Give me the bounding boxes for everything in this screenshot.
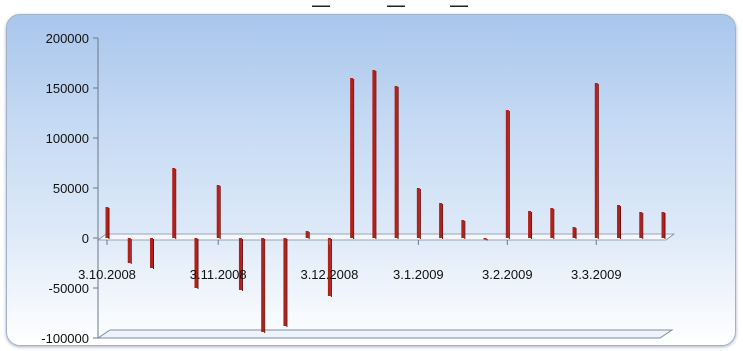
bar bbox=[528, 211, 532, 238]
bar bbox=[439, 203, 443, 238]
bar bbox=[238, 238, 242, 290]
bar-shadow bbox=[464, 221, 466, 239]
bar bbox=[661, 212, 665, 238]
bar-shadow bbox=[397, 87, 399, 239]
bar bbox=[394, 86, 398, 238]
bar-shadow bbox=[419, 189, 421, 239]
bar-shadow bbox=[620, 206, 622, 239]
x-tick-label: 3.11.2008 bbox=[190, 267, 247, 282]
bar bbox=[350, 78, 354, 238]
bar-shadow bbox=[264, 239, 266, 333]
bar-shadow bbox=[197, 239, 199, 289]
bar bbox=[639, 212, 643, 238]
bar-shadow bbox=[442, 204, 444, 239]
bar bbox=[105, 207, 109, 238]
y-tick-label: 100000 bbox=[46, 131, 89, 146]
bar-shadow bbox=[286, 239, 288, 327]
bar bbox=[216, 185, 220, 238]
chart-floor bbox=[96, 329, 674, 339]
bar-shadow bbox=[575, 228, 577, 239]
bar-shadow bbox=[241, 239, 243, 291]
bar bbox=[483, 238, 487, 240]
bar bbox=[416, 188, 420, 238]
chart-title-cut-off: ⎺⎻⎼ ⎺ ⎻ ⎼ ⎺⎻⎼ bbox=[273, 0, 469, 11]
y-tick-label: 150000 bbox=[46, 81, 89, 96]
zero-baseline bbox=[96, 233, 676, 241]
bar-shadow bbox=[553, 209, 555, 239]
x-tick-label: 3.1.2009 bbox=[393, 267, 444, 282]
bar bbox=[172, 168, 176, 238]
bar-shadow bbox=[664, 213, 666, 239]
bar-shadow bbox=[330, 239, 332, 297]
bar bbox=[327, 238, 331, 296]
bar bbox=[372, 70, 376, 238]
x-tick-label: 3.12.2008 bbox=[300, 267, 358, 282]
bar-shadow bbox=[486, 239, 488, 241]
bar-shadow bbox=[508, 111, 510, 239]
bar bbox=[261, 238, 265, 332]
bar-shadow bbox=[597, 84, 599, 239]
bar-shadow bbox=[108, 208, 110, 239]
y-tick-label: 50000 bbox=[53, 181, 89, 196]
bar bbox=[550, 208, 554, 238]
bar bbox=[283, 238, 287, 326]
bar bbox=[149, 238, 153, 268]
bar-shadow bbox=[219, 186, 221, 239]
bar-shadow bbox=[531, 212, 533, 239]
bar bbox=[194, 238, 198, 288]
chart-area bbox=[6, 14, 736, 346]
x-tick-label: 3.3.2009 bbox=[571, 267, 622, 282]
bar bbox=[305, 231, 309, 238]
bar bbox=[594, 83, 598, 238]
bar-shadow bbox=[353, 79, 355, 239]
bar-shadow bbox=[175, 169, 177, 239]
bar bbox=[617, 205, 621, 238]
x-tick-label: 3.2.2009 bbox=[482, 267, 533, 282]
bar-shadow bbox=[375, 71, 377, 239]
x-tick-label: 3.10.2008 bbox=[78, 267, 136, 282]
y-tick-label: -50000 bbox=[49, 281, 89, 296]
bar bbox=[461, 220, 465, 238]
y-tick-label: 200000 bbox=[46, 31, 89, 46]
y-tick-label: 0 bbox=[82, 231, 89, 246]
y-tick-label: -100000 bbox=[41, 331, 89, 346]
bar bbox=[572, 227, 576, 238]
bar-shadow bbox=[130, 239, 132, 264]
bar bbox=[127, 238, 131, 263]
bar-shadow bbox=[642, 213, 644, 239]
bar bbox=[505, 110, 509, 238]
bar-shadow bbox=[308, 232, 310, 239]
bar-shadow bbox=[152, 239, 154, 269]
